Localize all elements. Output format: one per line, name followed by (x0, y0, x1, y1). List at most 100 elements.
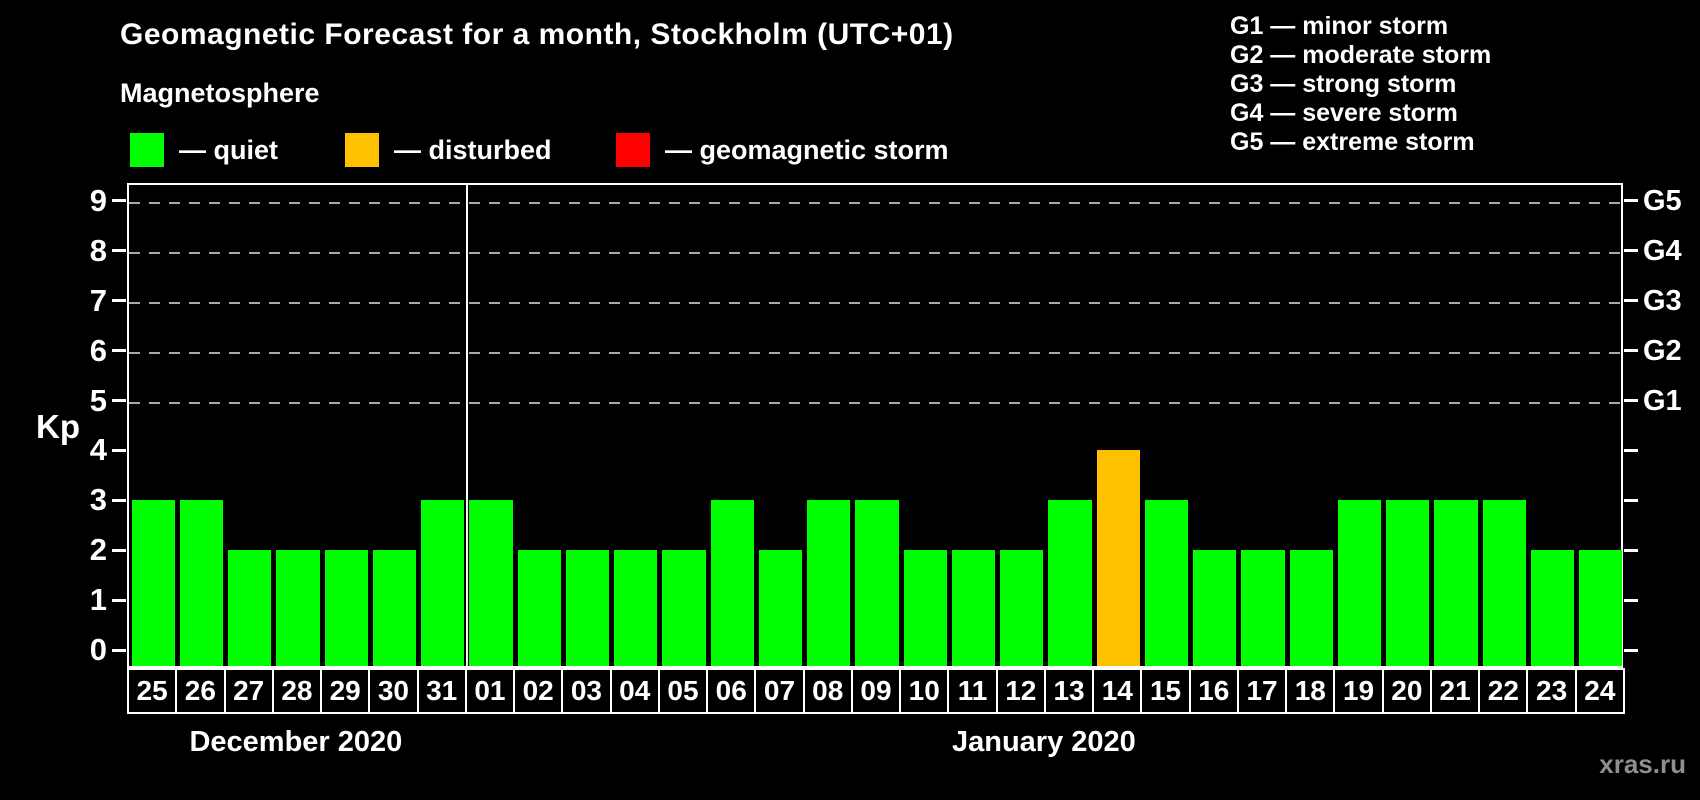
kp-bar-day-25 (131, 500, 175, 666)
right-tick-kp-3 (1624, 498, 1638, 502)
kp-bar-day-26 (179, 500, 223, 666)
day-label-row: 25 26 27 28 29 30 31 01 02 03 04 05 06 07 08 09 10 11 12 13… (127, 668, 1627, 714)
right-tick-kp-5 (1624, 399, 1638, 403)
day-box-26: 26 (175, 668, 226, 714)
chart-subtitle: Magnetosphere (120, 78, 320, 108)
day-box-05: 05 (657, 668, 709, 714)
right-tick-kp-6 (1624, 349, 1638, 353)
kp-bar-day-05 (662, 550, 706, 666)
g-legend-line-g1: G1 — minor storm (1230, 12, 1449, 40)
day-box-17: 17 (1236, 668, 1288, 714)
day-box-16: 16 (1188, 668, 1239, 714)
kp-bar-day-02 (517, 550, 561, 666)
legend-label-geomagnetic-storm: — geomagnetic storm (665, 134, 949, 165)
kp-bar-day-18 (1289, 550, 1333, 666)
day-box-23: 23 (1526, 668, 1577, 714)
day-box-06: 06 (706, 668, 757, 714)
day-box-31: 31 (416, 668, 467, 714)
right-tick-kp-1 (1624, 598, 1638, 602)
kp-bar-day-01 (469, 500, 513, 666)
disturbed-color-swatch (345, 133, 379, 167)
y-axis-label-kp-5: 5 (89, 382, 107, 418)
kp-bar-day-09 (855, 500, 899, 666)
month-separator-line (465, 185, 468, 666)
day-box-11: 11 (947, 668, 998, 714)
day-box-13: 13 (1043, 668, 1095, 714)
day-box-14: 14 (1092, 668, 1143, 714)
gridline-kp-7 (129, 301, 1621, 304)
y-axis-label-kp-8: 8 (89, 232, 107, 268)
legend-item-disturbed: — disturbed (345, 131, 552, 169)
day-box-18: 18 (1285, 668, 1336, 714)
kp-bar-day-08 (807, 500, 851, 666)
kp-bar-day-03 (565, 550, 610, 666)
kp-bar-day-27 (228, 550, 272, 666)
left-tick-kp-1 (112, 598, 126, 602)
right-axis-label-g4: G4 (1643, 234, 1682, 267)
kp-axis-label: Kp (36, 408, 80, 445)
left-tick-kp-5 (112, 399, 126, 403)
kp-bar-day-16 (1193, 550, 1237, 666)
kp-bar-day-28 (276, 550, 320, 666)
legend-item-geomagnetic-storm: — geomagnetic storm (616, 131, 949, 169)
g-legend-line-g3: G3 — strong storm (1230, 70, 1457, 98)
legend-item-quiet: — quiet (130, 131, 278, 169)
day-box-10: 10 (899, 668, 950, 714)
day-box-29: 29 (320, 668, 371, 714)
left-tick-kp-7 (112, 299, 126, 303)
y-axis-label-kp-3: 3 (89, 482, 107, 518)
day-box-02: 02 (513, 668, 564, 714)
g-legend-line-g2: G2 — moderate storm (1230, 41, 1492, 69)
kp-bar-day-23 (1530, 550, 1575, 666)
kp-bar-day-22 (1482, 500, 1526, 666)
day-box-22: 22 (1478, 668, 1529, 714)
kp-bar-day-10 (903, 550, 947, 666)
day-box-20: 20 (1381, 668, 1432, 714)
right-tick-kp-4 (1624, 448, 1638, 452)
legend-label-disturbed: — disturbed (394, 134, 552, 165)
left-tick-kp-4 (112, 448, 126, 452)
right-axis-label-g3: G3 (1643, 284, 1682, 317)
kp-bar-day-06 (710, 500, 754, 666)
day-box-15: 15 (1140, 668, 1191, 714)
g-scale-legend: G1 — minor storm G2 — moderate storm G3 … (1230, 12, 1491, 157)
y-axis-label-kp-2: 2 (89, 532, 107, 568)
y-axis-label-kp-7: 7 (89, 282, 107, 318)
gridline-kp-5 (129, 401, 1621, 404)
kp-bar-day-20 (1386, 500, 1430, 666)
day-box-28: 28 (271, 668, 323, 714)
kp-bar-day-07 (758, 550, 803, 666)
kp-bar-day-31 (421, 500, 465, 666)
day-box-07: 07 (754, 668, 805, 714)
day-box-03: 03 (561, 668, 612, 714)
right-tick-kp-9 (1624, 199, 1638, 203)
day-box-25: 25 (127, 668, 178, 714)
day-box-09: 09 (850, 668, 902, 714)
kp-bar-day-24 (1579, 550, 1623, 666)
right-tick-kp-8 (1624, 249, 1638, 253)
right-tick-kp-7 (1624, 299, 1638, 303)
kp-bar-day-29 (324, 550, 368, 666)
kp-bar-day-14 (1096, 450, 1140, 666)
chart-title: Geomagnetic Forecast for a month, Stockh… (120, 18, 954, 51)
kp-bar-day-15 (1144, 500, 1189, 666)
day-box-19: 19 (1333, 668, 1384, 714)
day-box-08: 08 (802, 668, 853, 714)
day-box-21: 21 (1429, 668, 1481, 714)
right-axis-label-g2: G2 (1643, 334, 1682, 367)
day-box-24: 24 (1574, 668, 1625, 714)
kp-bar-day-04 (614, 550, 658, 666)
right-axis-label-g5: G5 (1643, 184, 1682, 217)
day-box-27: 27 (223, 668, 274, 714)
day-box-12: 12 (995, 668, 1046, 714)
kp-bar-day-12 (1000, 550, 1044, 666)
day-box-04: 04 (609, 668, 660, 714)
y-axis-label-kp-4: 4 (89, 432, 107, 468)
month-label-january: January 2020 (951, 726, 1136, 758)
g-legend-line-g5: G5 — extreme storm (1230, 128, 1475, 156)
month-label-december: December 2020 (189, 726, 403, 758)
kp-bar-day-13 (1048, 500, 1092, 666)
kp-bar-day-11 (951, 550, 996, 666)
geomagnetic-storm-color-swatch (616, 133, 650, 167)
